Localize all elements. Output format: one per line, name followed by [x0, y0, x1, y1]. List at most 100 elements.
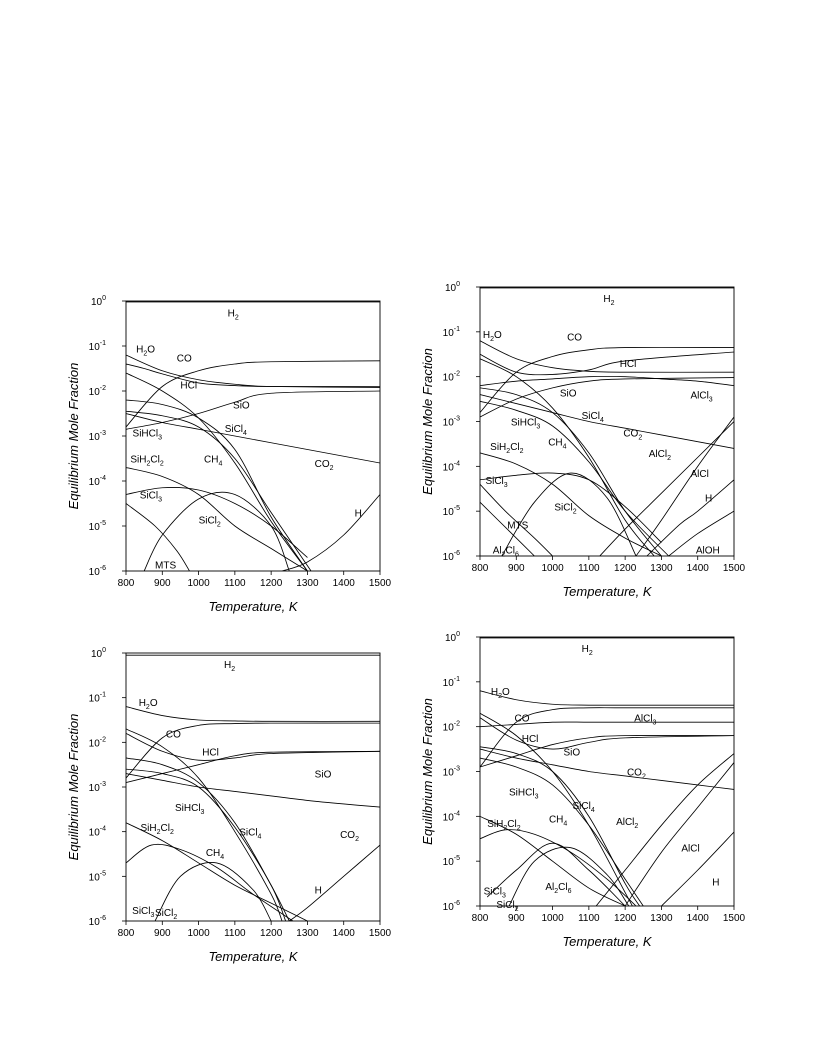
y-tick-label: 10-3 — [89, 430, 106, 443]
y-tick-label: 10-3 — [443, 416, 460, 429]
series-line-sih2cl2 — [126, 822, 308, 921]
series-label-h2: H2 — [224, 660, 235, 673]
series-line-co2 — [126, 413, 380, 464]
series-label-sih2cl2: SiH2Cl2 — [141, 823, 174, 836]
series-line-sih2cl2 — [480, 452, 662, 556]
x-tick-label: 1100 — [224, 578, 246, 589]
series-line-sio — [126, 390, 380, 430]
x-tick-label: 1500 — [369, 578, 392, 589]
series-label-sihcl3: SiHCl3 — [133, 428, 163, 441]
series-line-mts — [126, 503, 190, 571]
series-label-sio: SiO — [563, 747, 580, 758]
x-axis-title: Temperature, K — [562, 934, 652, 949]
series-label-alcl3: AlCl3 — [634, 714, 656, 727]
series-label-sicl4: SiCl4 — [239, 828, 261, 841]
series-label-sicl2: SiCl2 — [155, 908, 177, 921]
chart-top-right: 800 900 1000 1100 1200 1300 1400 1500 100 10-1 10-… — [420, 281, 746, 599]
series-label-mts: MTS — [155, 560, 176, 571]
y-tick-label: 10-4 — [89, 475, 106, 488]
series-label-sih2cl2: SiH2Cl2 — [487, 819, 520, 832]
y-tick-label: 10-1 — [443, 676, 460, 689]
series-line-sicl4 — [480, 746, 641, 906]
series-line-h — [289, 844, 380, 921]
y-axis-title: Equilibrium Mole Fraction — [66, 714, 81, 861]
series-line-sicl3 — [480, 472, 662, 543]
series-label-h2o: H2O — [136, 344, 155, 357]
x-tick-label: 1100 — [578, 913, 600, 924]
x-tick-label: 1300 — [296, 928, 319, 939]
series-label-al2cl6: Al2Cl6 — [493, 545, 519, 558]
series-label-h2o: H2O — [491, 687, 510, 700]
series-label-h2: H2 — [603, 294, 614, 307]
y-tick-label: 10-6 — [443, 550, 460, 563]
series-line-sicl3 — [480, 829, 637, 906]
series-line-co2 — [480, 394, 734, 449]
series-label-co2: CO2 — [623, 429, 642, 442]
series-lines — [126, 654, 380, 921]
x-tick-label: 800 — [472, 563, 489, 574]
plot-frame — [125, 300, 381, 572]
x-tick-label: 1000 — [541, 563, 564, 574]
x-tick-label: 1300 — [296, 578, 319, 589]
x-tick-label: 1000 — [541, 913, 564, 924]
y-axis-title: Equilibrium Mole Fraction — [66, 363, 81, 510]
series-label-sicl4: SiCl4 — [573, 801, 595, 814]
series-label-h: H — [315, 886, 322, 897]
x-tick-label: 1200 — [614, 913, 637, 924]
series-line-h — [281, 494, 380, 571]
series-label-co2: CO2 — [340, 830, 359, 843]
series-line-co2 — [126, 773, 380, 808]
series-label-hcl: HCl — [180, 380, 197, 391]
series-label-co: CO — [514, 714, 529, 725]
chart-bottom-right: 800 900 1000 1100 1200 1300 1400 1500 100 10-1 10-… — [420, 631, 746, 949]
series-line-h — [646, 479, 734, 556]
plot-frame — [479, 636, 735, 907]
series-label-sicl2: SiCl2 — [199, 515, 221, 528]
y-tick-label: 100 — [91, 295, 106, 308]
series-line-alcl2 — [599, 421, 734, 556]
series-lines — [480, 637, 734, 906]
series-line-co — [126, 722, 380, 779]
series-line-sihcl3 — [480, 400, 669, 556]
series-label-mts: MTS — [507, 521, 528, 532]
x-tick-label: 800 — [118, 928, 135, 939]
series-label-sihcl3: SiHCl3 — [509, 788, 539, 801]
series-label-h2: H2 — [582, 644, 593, 657]
series-label-hcl: HCl — [620, 359, 637, 370]
series-line-co — [480, 346, 734, 413]
series-label-sicl4: SiCl4 — [582, 411, 604, 424]
x-tick-label: 800 — [472, 913, 489, 924]
x-tick-label: 1500 — [369, 928, 392, 939]
series-line-sicl4 — [126, 757, 290, 921]
series-line-alcl — [624, 762, 734, 906]
y-tick-label: 10-4 — [443, 460, 460, 473]
series-label-aloh: AlOH — [696, 545, 720, 556]
series-label-sicl2: SiCl2 — [496, 900, 518, 913]
series-line-sih2cl2 — [126, 467, 308, 571]
y-tick-label: 10-1 — [89, 692, 106, 705]
series-label-ch4: CH4 — [548, 438, 566, 451]
series-line-h2o — [480, 690, 734, 706]
y-tick-label: 10-2 — [443, 721, 460, 734]
x-tick-label: 1100 — [578, 563, 600, 574]
series-label-h2o: H2O — [483, 330, 502, 343]
series-line-co2 — [480, 748, 734, 790]
series-label-co2: CO2 — [627, 768, 646, 781]
y-tick-label: 10-4 — [443, 810, 460, 823]
series-line-sih2cl2 — [480, 815, 626, 906]
series-label-sihcl3: SiHCl3 — [511, 418, 541, 431]
series-line-sio — [480, 735, 734, 768]
x-axis-title: Temperature, K — [208, 599, 298, 614]
x-tick-label: 900 — [154, 578, 171, 589]
series-label-sicl4: SiCl4 — [225, 424, 247, 437]
series-label-alcl: AlCl — [681, 844, 699, 855]
y-tick-label: 10-6 — [443, 900, 460, 913]
y-tick-label: 100 — [91, 647, 106, 660]
series-label-ch4: CH4 — [206, 848, 224, 861]
series-line-co — [126, 360, 380, 428]
x-tick-label: 900 — [508, 913, 525, 924]
series-line-sihcl3 — [480, 757, 644, 906]
series-label-co2: CO2 — [315, 459, 334, 472]
chart-panel-top-left: 800 900 1000 1100 1200 1300 1400 1500 100 10-1 10-… — [0, 280, 408, 625]
series-line-hcl — [126, 733, 380, 761]
